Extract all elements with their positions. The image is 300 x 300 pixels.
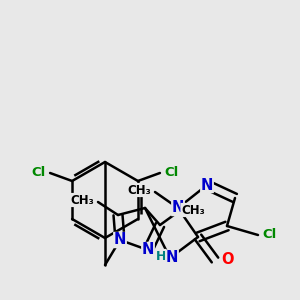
Text: N: N xyxy=(114,232,126,247)
Text: Cl: Cl xyxy=(164,167,178,179)
Text: N: N xyxy=(201,178,213,193)
Text: O: O xyxy=(221,253,233,268)
Text: CH₃: CH₃ xyxy=(70,194,94,206)
Text: N: N xyxy=(142,242,154,257)
Text: CH₃: CH₃ xyxy=(127,184,151,196)
Text: CH₃: CH₃ xyxy=(181,203,205,217)
Text: N: N xyxy=(166,250,178,266)
Text: H: H xyxy=(156,250,166,262)
Text: Cl: Cl xyxy=(262,229,276,242)
Text: N: N xyxy=(172,200,184,215)
Text: Cl: Cl xyxy=(32,167,46,179)
